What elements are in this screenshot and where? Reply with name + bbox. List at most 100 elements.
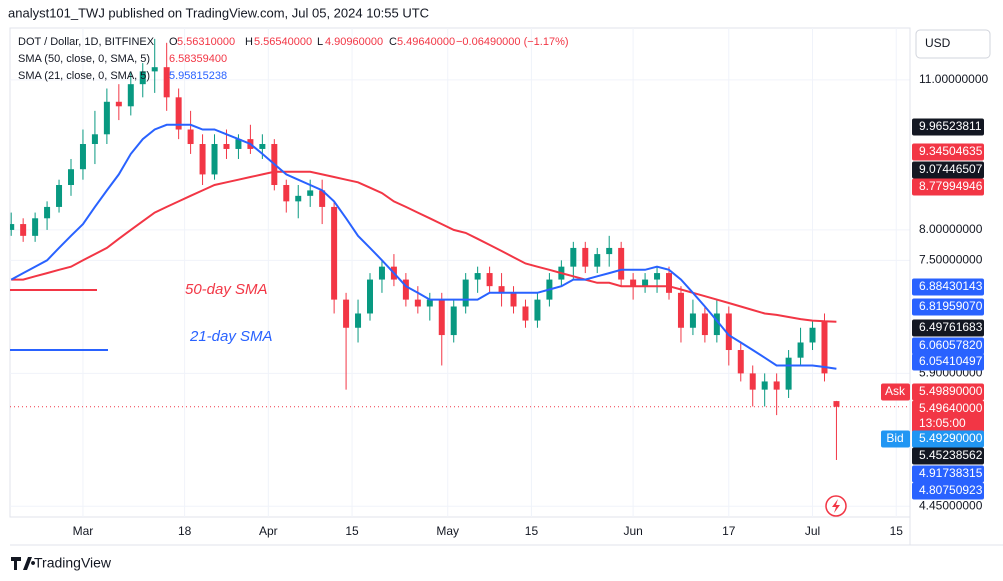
- candle-body: [797, 342, 804, 358]
- series-last: 5.95815238: [169, 70, 227, 82]
- candle-body: [737, 350, 744, 374]
- price-badge: [912, 430, 984, 448]
- candle-body: [295, 195, 302, 202]
- candle-body: [522, 306, 529, 321]
- candle-body: [32, 218, 39, 236]
- ohlc-key: H: [245, 36, 253, 48]
- candle-body: [761, 381, 768, 390]
- x-tick-label: 15: [890, 524, 904, 538]
- candle-body: [426, 299, 433, 307]
- x-tick-label: Mar: [73, 524, 94, 538]
- price-tag-label: Bid: [886, 431, 903, 445]
- candle-body: [259, 144, 266, 149]
- price-badge: [912, 383, 984, 401]
- x-tick-label: 15: [525, 524, 539, 538]
- sma-line: [11, 170, 837, 323]
- price-badge: [912, 319, 984, 337]
- annotation: 50-day SMA: [185, 281, 268, 298]
- price-badge: [912, 337, 984, 355]
- candle-body: [666, 273, 673, 293]
- price-axis: 11.000000008.000000007.500000005.9000000…: [881, 72, 989, 512]
- price-badge-label: 5.49640000: [919, 401, 983, 415]
- change: −0.06490000 (−1.17%): [456, 36, 569, 48]
- y-tick-label: 11.00000000: [919, 72, 989, 86]
- alert-bolt: [832, 499, 840, 513]
- price-badge: [912, 400, 984, 433]
- currency-button[interactable]: [915, 29, 991, 59]
- candle-body: [510, 292, 517, 307]
- candle-body: [474, 273, 481, 280]
- candle-body: [343, 299, 350, 328]
- price-badge-label: 8.77994946: [919, 179, 983, 193]
- candle-body: [199, 144, 206, 175]
- price-tag: [881, 430, 910, 448]
- candle-body: [809, 327, 816, 343]
- candle-body: [606, 247, 613, 255]
- price-badge-label: 4.80750923: [919, 483, 983, 497]
- series-name: SMA (50, close, 0, SMA, 5): [18, 53, 150, 65]
- x-tick-label: 15: [345, 524, 359, 538]
- y-tick-label: 8.00000000: [919, 222, 983, 236]
- price-tag-label: Ask: [885, 384, 906, 398]
- currency[interactable]: USD: [925, 36, 951, 50]
- candle-body: [223, 144, 230, 149]
- candle-body: [378, 266, 385, 280]
- candle-body: [67, 169, 74, 186]
- candle-body: [56, 185, 63, 207]
- candle-body: [438, 299, 445, 336]
- price-badge-label: 9.34504635: [919, 144, 983, 158]
- series-last: 6.58359400: [169, 53, 227, 65]
- candle-body: [163, 67, 170, 98]
- price-badge-label: 6.06057820: [919, 338, 983, 352]
- x-tick-label: Jul: [805, 524, 820, 538]
- price-badge-label: 6.05410497: [919, 354, 983, 368]
- y-tick-label: 4.45000000: [919, 498, 983, 512]
- price-badge-label: 6.49761683: [919, 320, 983, 334]
- candle-body: [785, 357, 792, 390]
- price-tag: [881, 383, 910, 401]
- price-badge: [912, 278, 984, 296]
- candle-body: [20, 224, 27, 236]
- brand: TradingView: [11, 555, 112, 571]
- candle-body: [773, 381, 780, 390]
- x-tick-label: 18: [178, 524, 192, 538]
- ohlc-value: 5.49640000: [397, 36, 455, 48]
- candle-body: [79, 144, 86, 170]
- brand-name: TradingView: [34, 555, 112, 571]
- candle-body: [630, 279, 637, 287]
- candle-body: [367, 279, 373, 314]
- price-badge: [912, 482, 984, 500]
- candle-body: [402, 279, 409, 300]
- candle-body: [462, 279, 469, 307]
- candle-body: [833, 401, 840, 407]
- price-badge-label: 9.96523811: [919, 119, 982, 133]
- candle-body: [187, 129, 194, 145]
- candle-body: [211, 144, 218, 175]
- x-tick-label: 17: [722, 524, 736, 538]
- sma-line: [10, 123, 837, 370]
- x-tick-label: May: [436, 524, 459, 538]
- candle-body: [307, 190, 314, 196]
- x-tick-label: Jun: [623, 524, 642, 538]
- candle-body: [582, 247, 589, 267]
- ohlc-key: O: [169, 36, 178, 48]
- price-badge-sub: 13:05:00: [919, 416, 966, 430]
- candle-body: [10, 224, 15, 230]
- candle-body: [414, 299, 421, 307]
- price-badge: [912, 161, 984, 179]
- candle-body: [331, 206, 338, 300]
- price-badge-label: 6.88430143: [919, 279, 983, 293]
- candle-body: [498, 286, 505, 293]
- candle-body: [821, 320, 828, 374]
- candle-body: [450, 306, 457, 336]
- plot-area: [10, 38, 910, 460]
- candle-body: [486, 273, 493, 287]
- ohlc-value: 5.56540000: [254, 36, 312, 48]
- price-badge: [912, 178, 984, 196]
- candle-body: [127, 84, 134, 107]
- price-badge-label: 4.91738315: [919, 466, 983, 480]
- publisher-line: analyst101_TWJ published on TradingView.…: [8, 5, 429, 20]
- price-badge: [912, 353, 984, 371]
- candle-body: [642, 279, 649, 287]
